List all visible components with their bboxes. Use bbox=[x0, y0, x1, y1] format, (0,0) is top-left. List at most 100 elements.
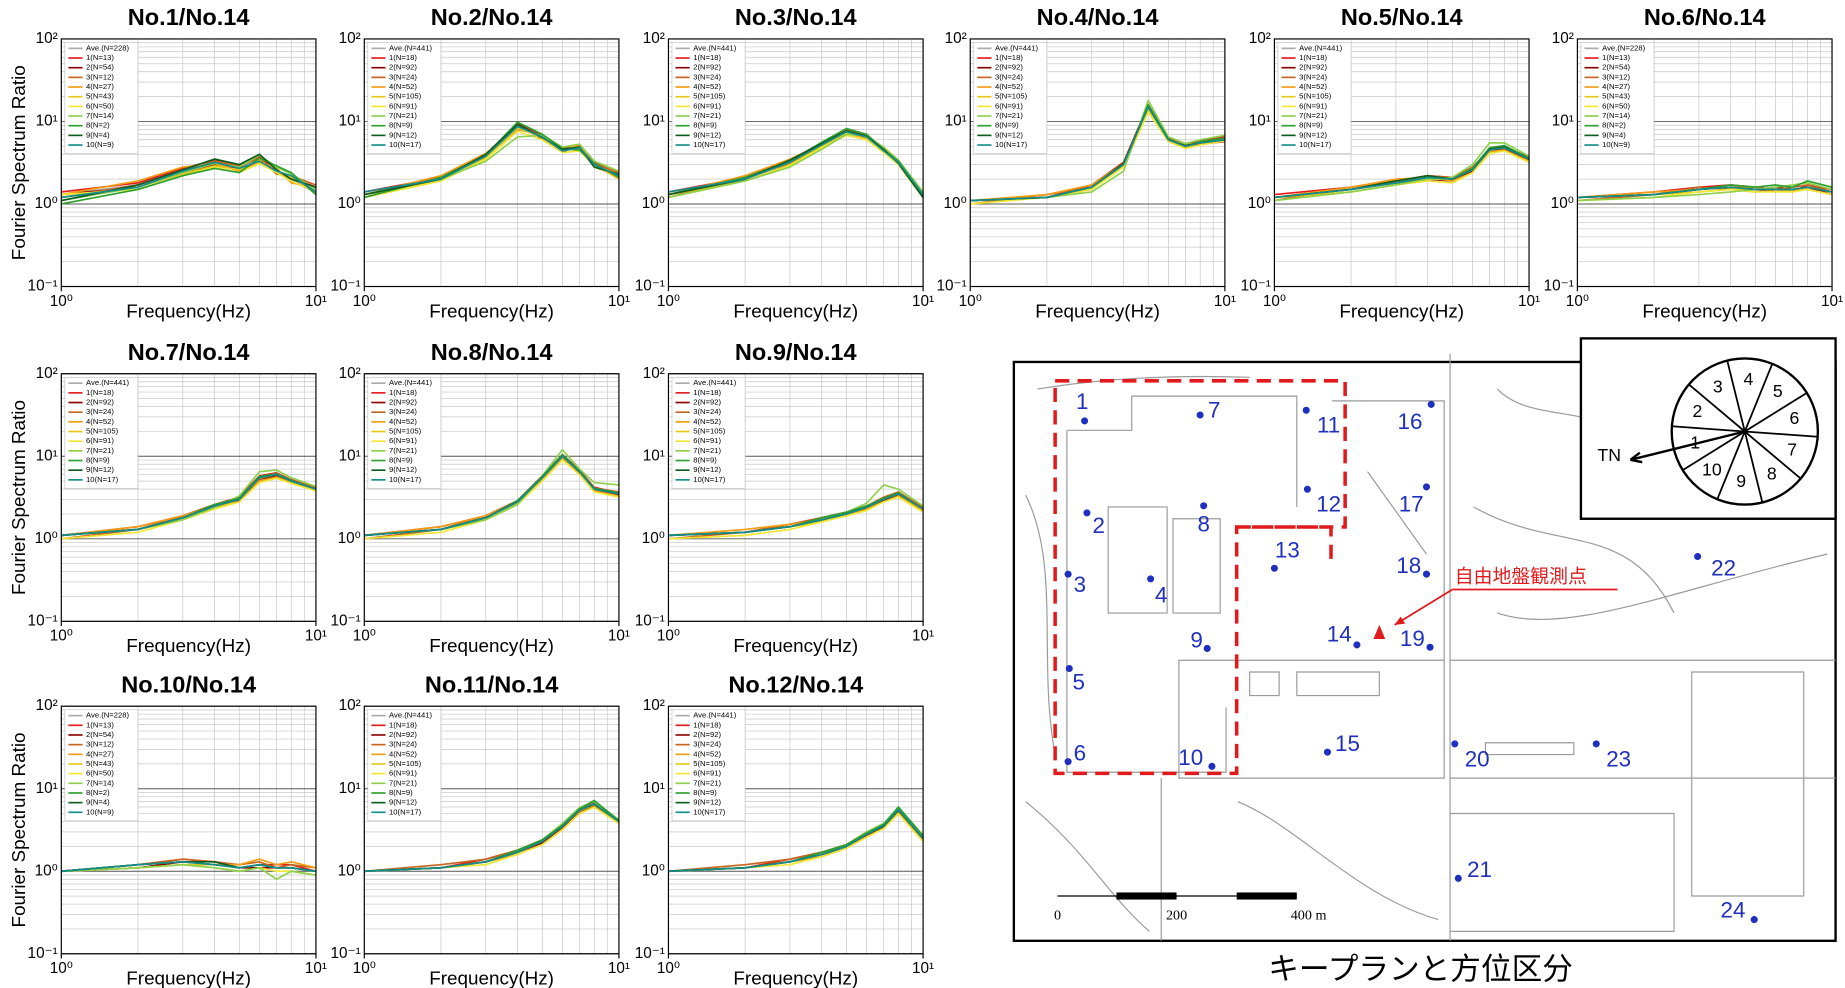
series-line bbox=[970, 99, 1226, 202]
x-tick-label: 10⁰ bbox=[50, 293, 73, 310]
legend-label: 6(N=91) bbox=[1299, 101, 1327, 110]
station-dot bbox=[1427, 400, 1435, 408]
legend-label: 8(N=9) bbox=[995, 121, 1019, 130]
legend-label: Ave.(N=441) bbox=[693, 43, 737, 52]
plot-border bbox=[60, 38, 317, 288]
legend-label: 1(N=18) bbox=[389, 388, 417, 397]
legend-label: 2(N=92) bbox=[1299, 63, 1327, 72]
chart-title: No.11/No.14 bbox=[425, 671, 559, 697]
y-axis-label: Fourier Spectrum Ratio bbox=[8, 733, 29, 928]
plot-border bbox=[60, 373, 317, 622]
x-axis-label: Frequency(Hz) bbox=[126, 968, 251, 988]
station-label: 5 bbox=[1072, 670, 1084, 695]
legend-label: Ave.(N=441) bbox=[86, 378, 130, 387]
legend-label: 10(N=17) bbox=[389, 140, 422, 149]
y-tick-label: 10⁰ bbox=[35, 862, 58, 879]
x-axis-label: Frequency(Hz) bbox=[1642, 300, 1767, 321]
plot-border bbox=[667, 705, 924, 955]
legend-label: 7(N=21) bbox=[693, 778, 721, 787]
y-tick-label: 10⁰ bbox=[1248, 195, 1271, 212]
chart-title: No.7/No.14 bbox=[128, 339, 250, 365]
station-label: 13 bbox=[1275, 538, 1300, 563]
y-tick-label: 10⁰ bbox=[944, 195, 967, 212]
legend-label: 10(N=17) bbox=[1299, 140, 1332, 149]
key-plan: 自由地盤観測点 TN 0 200 400 m キープランと方位区分 123 456… bbox=[1012, 337, 1837, 987]
y-tick-label: 10¹ bbox=[643, 447, 665, 464]
legend-label: 3(N=24) bbox=[693, 740, 721, 749]
legend-label: 9(N=4) bbox=[86, 130, 110, 139]
series-line bbox=[364, 455, 620, 537]
legend-label: 8(N=9) bbox=[389, 788, 413, 797]
legend-label: 3(N=24) bbox=[1299, 72, 1327, 81]
x-tick-label: 10¹ bbox=[912, 293, 934, 310]
x-tick-label: 10¹ bbox=[608, 293, 630, 310]
legend-label: Ave.(N=441) bbox=[1299, 43, 1343, 52]
legend-label: 2(N=54) bbox=[86, 730, 114, 739]
legend-label: 7(N=21) bbox=[995, 111, 1023, 120]
series-line bbox=[61, 861, 317, 873]
series-line bbox=[61, 473, 317, 537]
series-line bbox=[1274, 146, 1530, 199]
legend-label: Ave.(N=228) bbox=[1602, 43, 1646, 52]
plot-border bbox=[60, 705, 317, 955]
compass-sector-label: 10 bbox=[1702, 459, 1722, 479]
station-label: 8 bbox=[1197, 512, 1209, 537]
x-tick-label: 10⁰ bbox=[657, 960, 680, 977]
legend-label: 5(N=43) bbox=[86, 759, 114, 768]
station-dot bbox=[1454, 874, 1462, 882]
legend-label: 6(N=91) bbox=[86, 436, 114, 445]
legend-label: 6(N=91) bbox=[389, 436, 417, 445]
y-tick-label: 10⁰ bbox=[1551, 195, 1574, 212]
chart-title: No.10/No.14 bbox=[121, 671, 256, 697]
legend-label: 4(N=27) bbox=[86, 82, 114, 91]
station-dot bbox=[1451, 740, 1459, 748]
station-dot bbox=[1083, 509, 1091, 517]
legend-label: 4(N=52) bbox=[389, 82, 417, 91]
compass-sector-label: 1 bbox=[1690, 432, 1700, 452]
legend-label: 2(N=92) bbox=[389, 63, 417, 72]
x-axis-label: Frequency(Hz) bbox=[733, 300, 858, 321]
chart-title: No.5/No.14 bbox=[1341, 4, 1463, 30]
y-tick-label: 10¹ bbox=[339, 447, 361, 464]
plot-border bbox=[667, 373, 924, 622]
y-tick-label: 10² bbox=[36, 365, 58, 382]
x-tick-label: 10⁰ bbox=[657, 293, 680, 310]
station-label: 7 bbox=[1208, 397, 1220, 422]
legend-label: 5(N=105) bbox=[86, 427, 119, 436]
legend-label: 2(N=54) bbox=[1602, 63, 1630, 72]
legend-label: 9(N=4) bbox=[1602, 130, 1626, 139]
legend-label: 5(N=105) bbox=[389, 92, 422, 101]
x-tick-label: 10⁰ bbox=[1566, 293, 1589, 310]
legend-label: 3(N=12) bbox=[86, 740, 114, 749]
legend-label: 7(N=21) bbox=[1299, 111, 1327, 120]
legend-label: 5(N=105) bbox=[389, 759, 422, 768]
station-label: 2 bbox=[1093, 513, 1105, 538]
legend-label: 8(N=9) bbox=[693, 456, 717, 465]
y-axis-label: Fourier Spectrum Ratio bbox=[8, 65, 29, 260]
y-tick-label: 10⁻¹ bbox=[635, 945, 665, 962]
legend-label: 4(N=52) bbox=[693, 749, 721, 758]
plot-border bbox=[1576, 38, 1833, 288]
legend-label: 1(N=13) bbox=[1602, 53, 1630, 62]
plot-border bbox=[363, 705, 620, 955]
legend-label: 10(N=17) bbox=[693, 140, 726, 149]
x-axis-label: Frequency(Hz) bbox=[429, 300, 554, 321]
station-dot bbox=[1303, 485, 1311, 493]
legend-label: 7(N=14) bbox=[86, 111, 114, 120]
legend-label: 8(N=9) bbox=[693, 121, 717, 130]
legend-label: 8(N=2) bbox=[86, 788, 110, 797]
x-tick-label: 10⁰ bbox=[50, 628, 73, 645]
legend-label: Ave.(N=228) bbox=[86, 711, 130, 720]
legend-label: 8(N=9) bbox=[693, 788, 717, 797]
series-line bbox=[970, 106, 1225, 202]
legend-label: 7(N=21) bbox=[693, 446, 721, 455]
legend-label: 8(N=9) bbox=[389, 456, 413, 465]
map-title: キープランと方位区分 bbox=[1268, 953, 1573, 987]
station-dot bbox=[1270, 564, 1278, 572]
x-tick-label: 10⁰ bbox=[657, 628, 680, 645]
series-line bbox=[364, 134, 620, 196]
y-tick-label: 10⁻¹ bbox=[1544, 278, 1574, 295]
